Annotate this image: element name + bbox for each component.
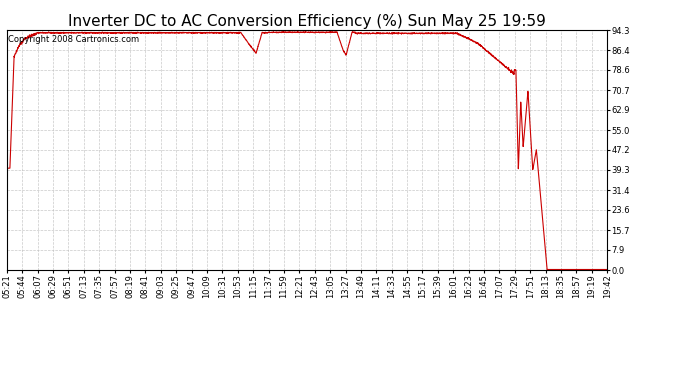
Title: Inverter DC to AC Conversion Efficiency (%) Sun May 25 19:59: Inverter DC to AC Conversion Efficiency …	[68, 14, 546, 29]
Text: Copyright 2008 Cartronics.com: Copyright 2008 Cartronics.com	[8, 35, 139, 44]
